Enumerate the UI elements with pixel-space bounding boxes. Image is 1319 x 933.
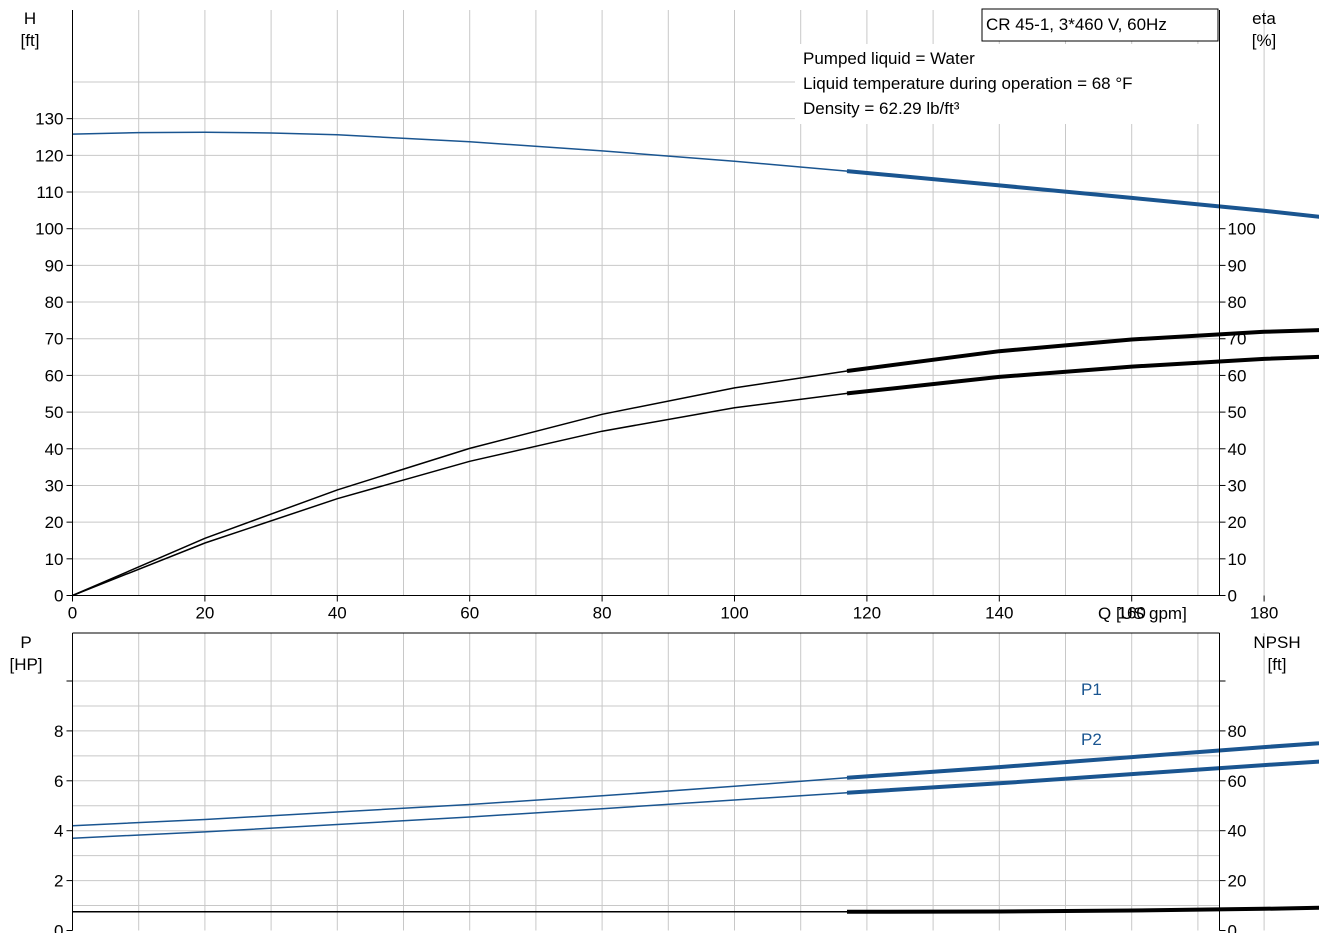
x-tick-label: 180: [1250, 604, 1278, 623]
y2-tick-label: 20: [1228, 513, 1247, 532]
legend-p2: P2: [1081, 730, 1102, 749]
bottom-grid: [72, 633, 1265, 931]
y-tick-label: 110: [36, 183, 63, 202]
y-tick-label: 90: [45, 256, 64, 275]
x-tick-label: 140: [985, 604, 1013, 623]
head-curve-bold: [846, 169, 1319, 219]
npsh-tick-label: 20: [1228, 872, 1247, 891]
p-tick-label: 8: [54, 722, 63, 741]
chart-title: CR 45-1, 3*460 V, 60Hz: [986, 15, 1167, 34]
p2-curve-bold: [846, 759, 1319, 795]
y2-tick-label: 90: [1228, 256, 1247, 275]
p-tick-label: 0: [54, 922, 63, 933]
info-line-1: Pumped liquid = Water: [803, 49, 975, 68]
p-tick-label: 4: [54, 822, 63, 841]
top-right-axis-label-line2: [%]: [1252, 31, 1277, 50]
top-left-axis-label-line2: [ft]: [21, 31, 40, 50]
y-tick-label: 120: [35, 146, 63, 165]
title-box: [981, 8, 1219, 42]
chart-curves: [72, 131, 1319, 914]
y2-tick-label: 40: [1228, 440, 1247, 459]
x-tick-label: 20: [195, 604, 214, 623]
x-tick-label: 0: [68, 604, 77, 623]
npsh-tick-label: 60: [1228, 772, 1247, 791]
y2-tick-label: 10: [1228, 550, 1247, 569]
y2-tick-label: 50: [1228, 403, 1247, 422]
legend-p1: P1: [1081, 680, 1102, 699]
y2-tick-label: 0: [1228, 587, 1237, 606]
p1-curve-bold: [846, 741, 1319, 780]
y-tick-label: 70: [45, 330, 64, 349]
top-left-axis-label-line1: H: [24, 9, 36, 28]
x-tick-label: 60: [460, 604, 479, 623]
y2-tick-label: 100: [1228, 220, 1256, 239]
y-tick-label: 40: [45, 440, 64, 459]
bottom-right-axis-label-line1: NPSH: [1253, 633, 1300, 652]
x-tick-label: 40: [328, 604, 347, 623]
y2-tick-label: 30: [1228, 476, 1247, 495]
y-tick-label: 80: [45, 293, 64, 312]
npsh-tick-label: 0: [1228, 922, 1237, 933]
y-tick-label: 100: [35, 220, 63, 239]
info-background: [795, 44, 1220, 124]
npsh-tick-label: 40: [1228, 822, 1247, 841]
npsh-curve-bold: [846, 905, 1319, 914]
axis-ticks: 0204060801001201401601802002202402602803…: [35, 110, 1278, 933]
npsh-tick-label: 80: [1228, 722, 1247, 741]
y-tick-label: 20: [45, 513, 64, 532]
y-tick-label: 0: [54, 587, 63, 606]
bottom-right-axis-label-line2: [ft]: [1268, 655, 1287, 674]
info-line-2: Liquid temperature during operation = 68…: [803, 74, 1133, 93]
info-line-3: Density = 62.29 lb/ft³: [803, 99, 960, 118]
x-tick-label: 160: [1118, 604, 1146, 623]
p-tick-label: 6: [54, 772, 63, 791]
x-tick-label: 120: [853, 604, 881, 623]
x-axis-label: Q [US gpm]: [1098, 604, 1187, 623]
x-tick-label: 80: [593, 604, 612, 623]
y-tick-label: 50: [45, 403, 64, 422]
y-tick-label: 60: [45, 366, 64, 385]
eta-total-curve-bold: [846, 354, 1319, 396]
bottom-left-axis-label-line1: P: [20, 633, 31, 652]
eta-pump-curve-bold: [846, 328, 1319, 373]
y2-tick-label: 60: [1228, 366, 1247, 385]
y2-tick-label: 80: [1228, 293, 1247, 312]
y-tick-label: 10: [45, 550, 64, 569]
p-tick-label: 2: [54, 872, 63, 891]
y-tick-label: 30: [45, 476, 64, 495]
top-right-axis-label-line1: eta: [1252, 9, 1276, 28]
bottom-left-axis-label-line2: [HP]: [9, 655, 42, 674]
y-tick-label: 130: [35, 110, 63, 129]
x-tick-label: 100: [720, 604, 748, 623]
chart-axes: [72, 10, 1220, 931]
